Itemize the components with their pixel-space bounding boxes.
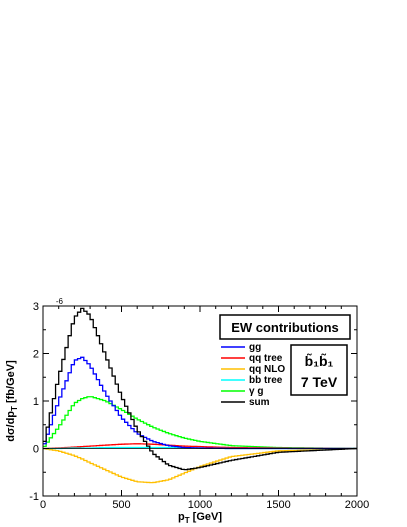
y-exponent-label: -6 bbox=[56, 297, 64, 306]
svg-text:dσ/dpT [fb/GeV]: dσ/dpT [fb/GeV] bbox=[5, 360, 19, 442]
y-axis-subscript: T bbox=[10, 406, 19, 411]
y-axis-label: dσ/dp bbox=[5, 411, 17, 442]
x-tick-label: 500 bbox=[112, 499, 130, 511]
legend-label: bb tree bbox=[249, 375, 283, 386]
x-tick-label: 2000 bbox=[345, 499, 369, 511]
x-tick-label: 1000 bbox=[188, 499, 212, 511]
y-tick-label: 2 bbox=[33, 349, 39, 361]
y-axis-title: dσ/dpT [fb/GeV] bbox=[5, 360, 19, 442]
ew-contributions-box: EW contributions bbox=[219, 314, 351, 340]
legend-label: qq NLO bbox=[249, 364, 285, 375]
x-axis-title: pT [GeV] bbox=[178, 511, 222, 525]
series-line-γ-g bbox=[43, 396, 357, 450]
legend-label: γ g bbox=[249, 386, 263, 397]
x-tick-label: 0 bbox=[40, 499, 46, 511]
y-tick-label: 1 bbox=[33, 396, 39, 408]
svg-text:pT [GeV]: pT [GeV] bbox=[178, 511, 222, 525]
x-axis-label: p bbox=[178, 511, 185, 523]
legend-label: qq tree bbox=[249, 353, 283, 364]
y-tick-label: -1 bbox=[29, 491, 39, 503]
process-label: b̃₁b̃₁ bbox=[305, 352, 334, 369]
x-axis-subscript: T bbox=[185, 516, 190, 525]
y-axis-unit: [fb/GeV] bbox=[5, 360, 17, 406]
legend-label: gg bbox=[249, 342, 261, 353]
series-line-sum bbox=[43, 307, 357, 471]
y-tick-label: 0 bbox=[33, 444, 39, 456]
energy-label: 7 TeV bbox=[301, 374, 338, 390]
y-exponent-value: -6 bbox=[56, 297, 64, 306]
x-tick-label: 1500 bbox=[266, 499, 290, 511]
plot-area bbox=[43, 307, 357, 484]
ew-contributions-title: EW contributions bbox=[231, 320, 339, 335]
series-line-qq-NLO bbox=[43, 447, 357, 484]
y-tick-label: 3 bbox=[33, 301, 39, 313]
legend-label: sum bbox=[249, 397, 270, 408]
x-axis-unit: [GeV] bbox=[190, 511, 223, 523]
process-box: b̃₁b̃₁ 7 TeV bbox=[290, 344, 348, 396]
